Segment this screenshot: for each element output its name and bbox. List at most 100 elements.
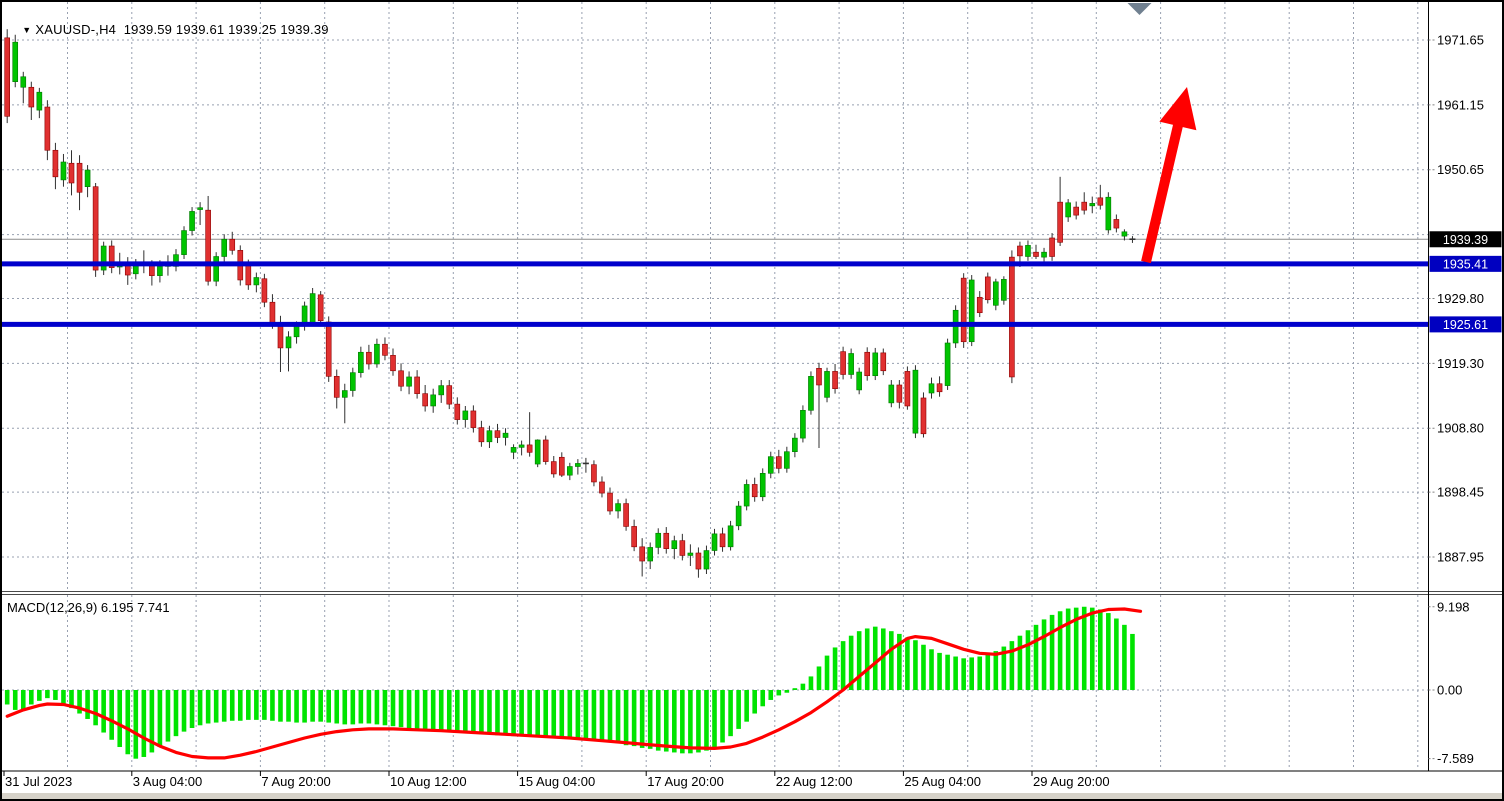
candle-bearish	[92, 186, 99, 271]
candle-bearish	[984, 276, 991, 301]
current-price-badge-bg	[1429, 231, 1502, 248]
macd-bar	[69, 690, 74, 709]
level-price-badge-bg	[1429, 316, 1502, 333]
candle-bullish	[928, 383, 935, 394]
macd-bar	[712, 690, 717, 748]
candle-bearish	[639, 546, 645, 562]
macd-bar	[848, 635, 854, 690]
price-axis-label: 1898.45	[1437, 485, 1484, 500]
time-axis-label: 10 Aug 12:00	[390, 774, 467, 789]
macd-bar	[1065, 608, 1071, 690]
candle-bullish	[213, 256, 219, 282]
macd-bar	[527, 690, 532, 736]
candle-bullish	[912, 369, 919, 434]
candle-bearish	[494, 430, 501, 438]
macd-bar	[12, 690, 18, 710]
candle-bullish	[510, 447, 517, 453]
macd-bar	[631, 690, 637, 747]
candle-bearish	[398, 370, 404, 387]
candle-bearish	[775, 456, 782, 469]
candle-bearish	[623, 503, 629, 527]
candle-bullish	[173, 254, 179, 267]
candle-bullish	[293, 325, 300, 338]
candle-bullish	[181, 230, 187, 255]
current-price-badge: 1939.39	[1443, 233, 1488, 247]
macd-bar	[824, 655, 830, 690]
candle-bullish	[358, 351, 364, 373]
macd-bar	[728, 690, 733, 737]
candle-bullish	[430, 394, 436, 407]
macd-bar	[414, 690, 420, 729]
up-trend-arrow[interactable]	[1141, 87, 1197, 264]
macd-bar	[286, 690, 291, 722]
macd-bar	[101, 690, 106, 733]
macd-bar	[872, 626, 878, 690]
candle-bearish	[333, 376, 340, 398]
macd-bar	[37, 690, 42, 701]
candle-bullish	[687, 552, 694, 556]
symbol-ohlc-header: ▼ XAUUSD-,H4 1939.59 1939.61 1939.25 1939…	[7, 7, 329, 52]
level-price-badge-bg	[1429, 255, 1502, 272]
macd-bar	[808, 676, 814, 690]
macd-bar	[1114, 618, 1119, 690]
candle-bullish	[350, 372, 356, 391]
macd-bar	[53, 690, 58, 700]
macd-bar	[937, 652, 942, 690]
macd-bar	[1081, 606, 1087, 690]
gridlines	[2, 2, 1428, 770]
candle-bearish	[454, 403, 461, 420]
candle-bullish	[872, 352, 879, 377]
candle-bearish	[269, 301, 276, 324]
macd-bar	[1122, 624, 1127, 690]
macd-bar	[237, 690, 243, 721]
candle-bearish	[366, 351, 372, 365]
candle-bullish	[518, 444, 525, 448]
macd-bar	[1009, 641, 1015, 690]
macd-bar	[133, 690, 139, 759]
candle-bearish	[1017, 245, 1023, 257]
candle-bullish	[743, 484, 750, 507]
candle-bullish	[647, 547, 654, 562]
candle-bullish	[1001, 279, 1007, 301]
macd-axis: 9.198 0.00 -7.589	[1428, 599, 1474, 766]
price-axis-label: 1919.30	[1437, 356, 1484, 371]
candle-bearish	[832, 371, 838, 389]
candle-bearish	[261, 278, 268, 303]
macd-bar	[374, 690, 380, 725]
macd-bar	[768, 690, 774, 700]
macd-bar	[1089, 607, 1095, 690]
candle-bullish	[993, 281, 999, 306]
macd-bar	[792, 688, 798, 690]
candle-bearish	[1081, 201, 1088, 211]
macd-bar	[165, 690, 171, 742]
macd-bar	[607, 690, 613, 743]
macd-bar	[398, 690, 404, 728]
candle-bearish	[864, 351, 871, 377]
candle-bearish	[52, 149, 59, 178]
macd-bar	[149, 690, 155, 753]
macd-bar	[655, 690, 661, 751]
macd-bar	[929, 649, 934, 690]
level-price-badge: 1925.61	[1443, 318, 1488, 332]
candle-bearish	[1057, 201, 1063, 243]
candle-bullish	[462, 410, 469, 420]
macd-bar	[141, 690, 147, 757]
symbol-ohlc-text: XAUUSD-,H4 1939.59 1939.61 1939.25 1939.…	[35, 22, 329, 37]
macd-bar	[599, 690, 605, 742]
candle-bullish	[784, 451, 790, 469]
macd-bar	[262, 690, 267, 720]
macd-bar	[109, 690, 114, 740]
macd-bar	[278, 690, 283, 722]
candle-bearish	[591, 464, 597, 483]
macd-bar	[1033, 624, 1039, 690]
chevron-down-icon[interactable]: ▼	[22, 25, 32, 35]
candle-bearish	[936, 383, 943, 393]
candle-bearish	[44, 106, 51, 151]
candle-bearish	[1009, 256, 1015, 378]
level-price-badge: 1935.41	[1443, 257, 1488, 271]
candle-bearish	[920, 397, 927, 435]
macd-bar	[1001, 646, 1007, 690]
candle-bearish	[422, 393, 428, 407]
macd-bar	[511, 690, 516, 737]
